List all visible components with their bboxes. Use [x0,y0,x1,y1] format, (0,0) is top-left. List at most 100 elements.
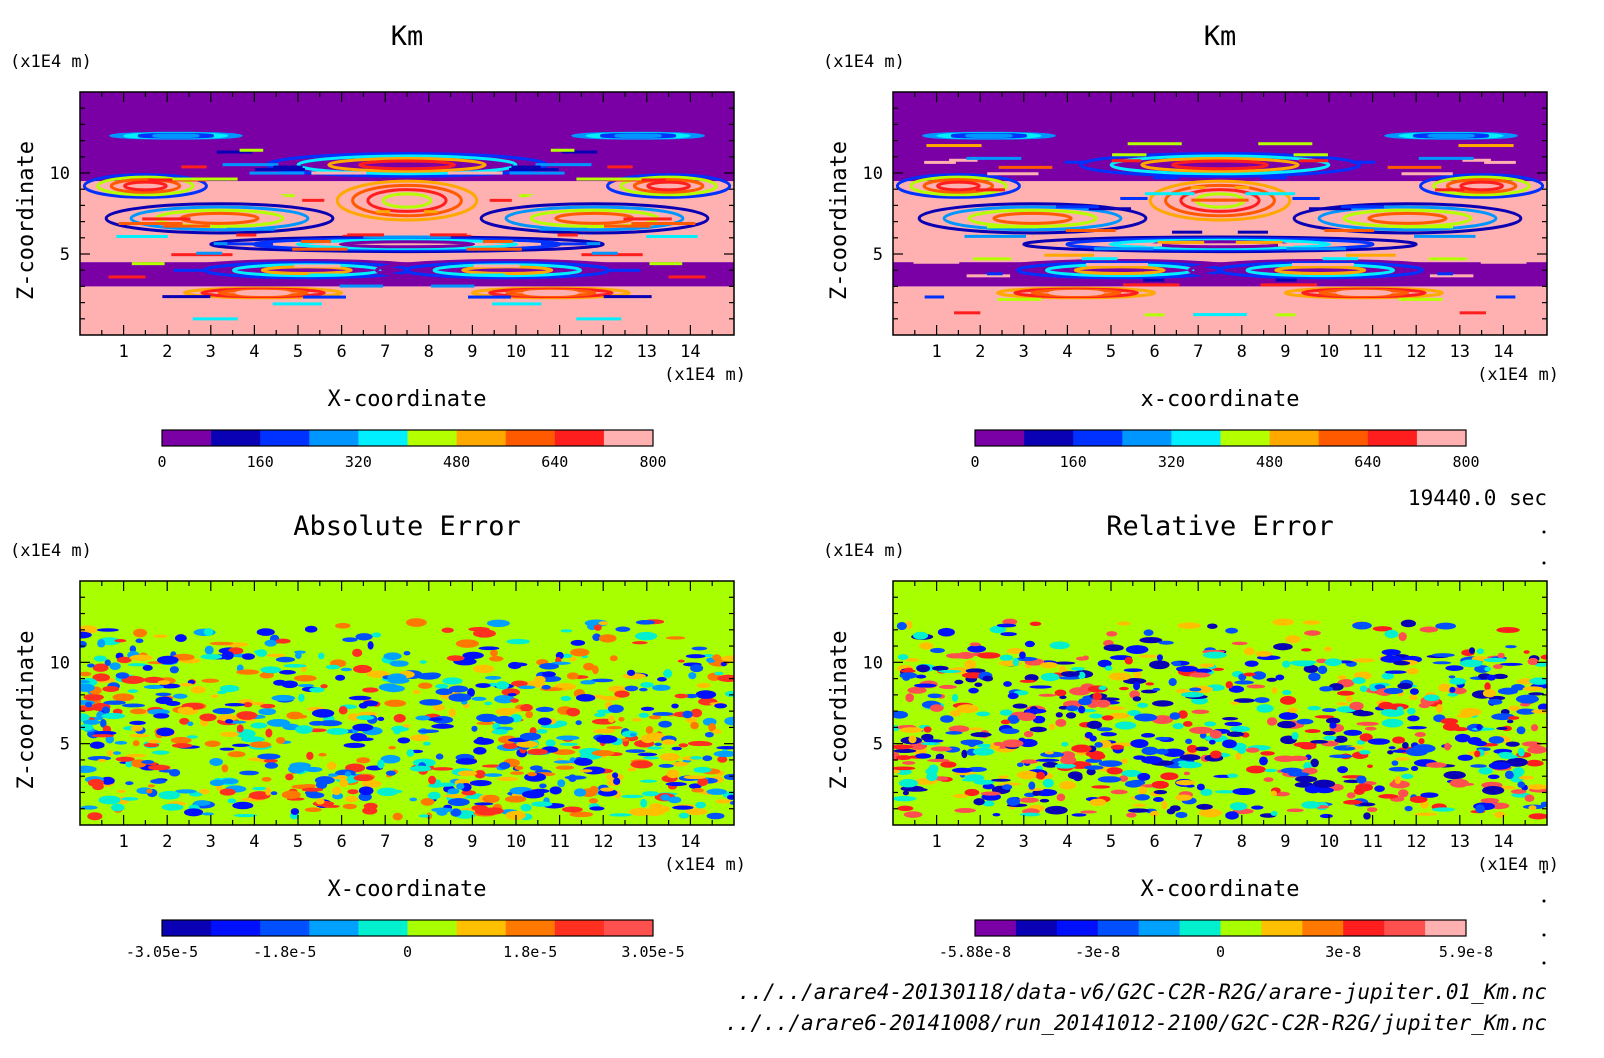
error-blob [627,767,637,772]
error-blob [297,683,315,688]
error-blob [665,782,687,787]
error-blob [1175,779,1196,786]
field-filament [492,302,542,306]
x-tick-label: 8 [424,342,434,362]
error-blob [102,686,120,693]
error-blob [1072,772,1083,782]
error-blob [1475,804,1485,814]
error-blob [973,780,994,785]
error-blob [143,684,164,689]
error-blob [1384,629,1399,639]
error-blob [87,778,105,787]
error-blob [625,749,646,753]
error-blob [347,713,360,721]
field-contour [614,133,662,139]
colorbar-tick-label: 800 [1452,453,1479,471]
error-blob [708,723,716,732]
field-filament [1418,156,1474,160]
error-blob [1042,778,1054,788]
error-blob [1227,773,1239,778]
error-blob [1277,720,1296,729]
error-blob [97,639,106,648]
error-blob [570,639,586,646]
error-blob [970,732,992,738]
error-blob [1275,674,1285,681]
field-filament [949,158,978,162]
field-contour [1171,159,1269,171]
error-blob [508,661,522,670]
field-filament [1278,243,1294,247]
error-blob [656,677,667,682]
error-blob [1343,729,1363,736]
error-blob [342,803,357,810]
error-blob [1001,739,1024,748]
field-filament [1298,159,1329,163]
error-blob [920,742,941,746]
error-blob [717,756,728,763]
field-contour [619,175,718,197]
x-tick-label: 7 [1193,832,1203,852]
error-blob [514,765,524,771]
error-blob [239,770,259,776]
field-contour [1335,289,1393,297]
file-path-2: ../../arare6-20141008/run_20141012-2100/… [725,1011,1547,1035]
field-filament [482,239,513,243]
error-blob [1230,725,1251,732]
colorbar-tick-label: -3e-8 [1075,943,1120,961]
error-blob [927,758,950,763]
field-filament [192,317,238,321]
chart-title: Km [391,21,424,52]
field-filament [561,150,598,154]
error-blob [556,735,580,741]
error-blob [926,772,938,782]
error-blob [1060,756,1077,765]
error-blob [592,633,601,641]
error-blob [259,672,274,679]
error-blob [1496,726,1508,731]
error-blob [1225,627,1238,634]
field-filament [172,177,238,181]
error-blob [332,786,342,796]
error-blob [507,693,517,697]
error-blob [1398,632,1407,642]
error-blob [89,741,105,749]
error-blob [484,675,502,680]
error-blob [448,708,456,718]
field-filament [1210,198,1249,202]
colorbar-swatch [309,920,359,936]
error-blob [494,694,515,704]
x-tick-label: 9 [1280,342,1290,362]
error-blob [1400,619,1417,628]
error-blob [666,769,680,779]
error-blob [1409,796,1428,803]
error-blob [573,788,587,797]
error-blob [174,634,187,642]
error-blob [1006,796,1021,806]
field-contour [335,179,479,222]
error-blob [1381,718,1404,728]
error-blob [895,755,912,761]
error-blob [100,776,115,785]
field-filament [623,217,672,221]
colorbar-swatch [260,920,310,936]
field-filament [173,268,209,272]
field-filament [108,275,146,279]
colorbar-tick-label: 3.05e-5 [621,943,684,961]
error-blob [1151,780,1169,789]
colorbar-swatch [1384,920,1426,936]
error-blob [714,671,724,676]
x-tick-label: 10 [506,342,526,362]
error-blob [1089,735,1097,742]
error-blob [347,789,359,795]
x-axis-label: x-coordinate [1141,387,1300,412]
error-blob [613,777,621,786]
error-blob [1496,627,1520,634]
error-blob [575,720,582,726]
error-blob [549,786,562,795]
error-blob [190,685,206,694]
x-unit-label: (x1E4 m) [664,365,746,385]
error-blob [115,672,130,679]
error-blob [495,681,510,690]
chart-title: Relative Error [1106,511,1334,542]
field-filament [217,242,274,246]
